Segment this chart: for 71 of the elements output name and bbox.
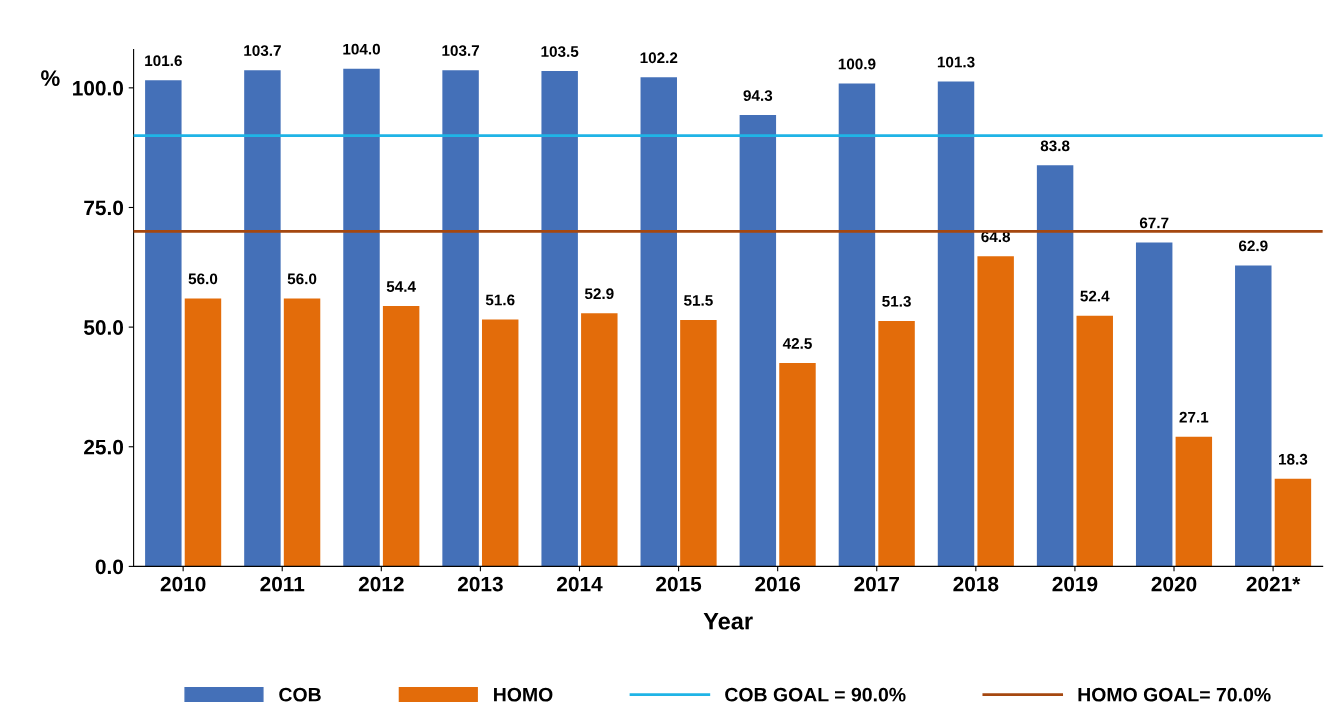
bar <box>343 68 380 567</box>
data-label: 64.8 <box>981 231 1011 243</box>
data-label: 42.5 <box>782 338 812 349</box>
legend-label: COB GOAL = 90.0% <box>725 687 906 702</box>
bar <box>1036 165 1074 567</box>
bar <box>145 80 182 567</box>
bar <box>442 70 479 567</box>
data-label: 52.9 <box>584 288 614 300</box>
bar <box>937 81 975 567</box>
x-tick-label: 2021* <box>1246 576 1301 592</box>
y-tick-label: 100.0 <box>73 80 124 96</box>
bar <box>581 313 618 567</box>
bar <box>283 298 321 567</box>
legend-label: HOMO GOAL= 70.0% <box>1078 687 1271 702</box>
data-label: 51.6 <box>485 294 515 306</box>
bar <box>541 71 578 567</box>
bar <box>1274 478 1312 567</box>
x-tick-label: 2015 <box>656 576 702 592</box>
data-label: 101.3 <box>937 56 975 68</box>
legend-label: COB <box>279 687 321 702</box>
bar <box>977 256 1014 567</box>
data-label: 103.7 <box>442 45 480 57</box>
x-tick-label: 2020 <box>1151 576 1197 592</box>
data-label: 54.4 <box>386 281 416 292</box>
bar <box>1175 436 1213 567</box>
x-tick-label: 2010 <box>160 576 206 592</box>
legend-label: HOMO <box>494 687 553 702</box>
x-tick-label: 2016 <box>755 576 801 592</box>
x-tick-label: 2018 <box>953 576 999 592</box>
bar <box>838 83 876 567</box>
data-label: 104.0 <box>343 43 380 55</box>
data-label: 103.5 <box>541 46 579 57</box>
bar <box>640 77 677 567</box>
bar <box>878 320 915 567</box>
x-tick-label: 2019 <box>1052 576 1098 592</box>
data-label: 100.9 <box>838 58 876 70</box>
bar <box>184 298 222 567</box>
data-label: 67.7 <box>1139 217 1169 229</box>
data-label: 56.0 <box>188 273 218 285</box>
data-label: 62.9 <box>1238 240 1268 252</box>
bar <box>244 70 281 567</box>
x-tick-label: 2017 <box>854 576 900 592</box>
data-label: 27.1 <box>1179 411 1209 423</box>
bar <box>481 319 519 567</box>
x-tick-label: 2011 <box>260 576 305 592</box>
bar <box>1076 315 1113 567</box>
data-label: 103.7 <box>244 45 281 57</box>
y-tick-label: 75.0 <box>84 200 124 216</box>
x-tick-label: 2014 <box>557 576 603 592</box>
bar <box>779 363 816 567</box>
x-tick-label: 2012 <box>358 576 404 592</box>
data-label: 102.2 <box>640 52 678 64</box>
data-label: 56.0 <box>287 273 317 285</box>
data-label: 18.3 <box>1279 453 1308 465</box>
bar <box>1235 265 1272 567</box>
y-tick-label: 25.0 <box>84 439 124 455</box>
x-tick-label: 2013 <box>457 576 503 592</box>
bar <box>680 319 717 567</box>
data-label: 101.6 <box>145 55 182 67</box>
y-tick-label: 0.0 <box>95 559 124 575</box>
bar <box>382 306 420 567</box>
data-label: 52.4 <box>1080 290 1110 302</box>
data-label: 94.3 <box>743 90 773 102</box>
y-tick-label: 50.0 <box>83 320 124 335</box>
bar <box>739 115 777 567</box>
x-axis-title: Year <box>703 613 753 630</box>
data-label: 83.8 <box>1040 140 1070 152</box>
bar <box>1135 242 1173 567</box>
y-axis-title: % <box>41 70 60 86</box>
data-label: 51.3 <box>882 295 911 307</box>
data-label: 51.5 <box>684 295 713 306</box>
